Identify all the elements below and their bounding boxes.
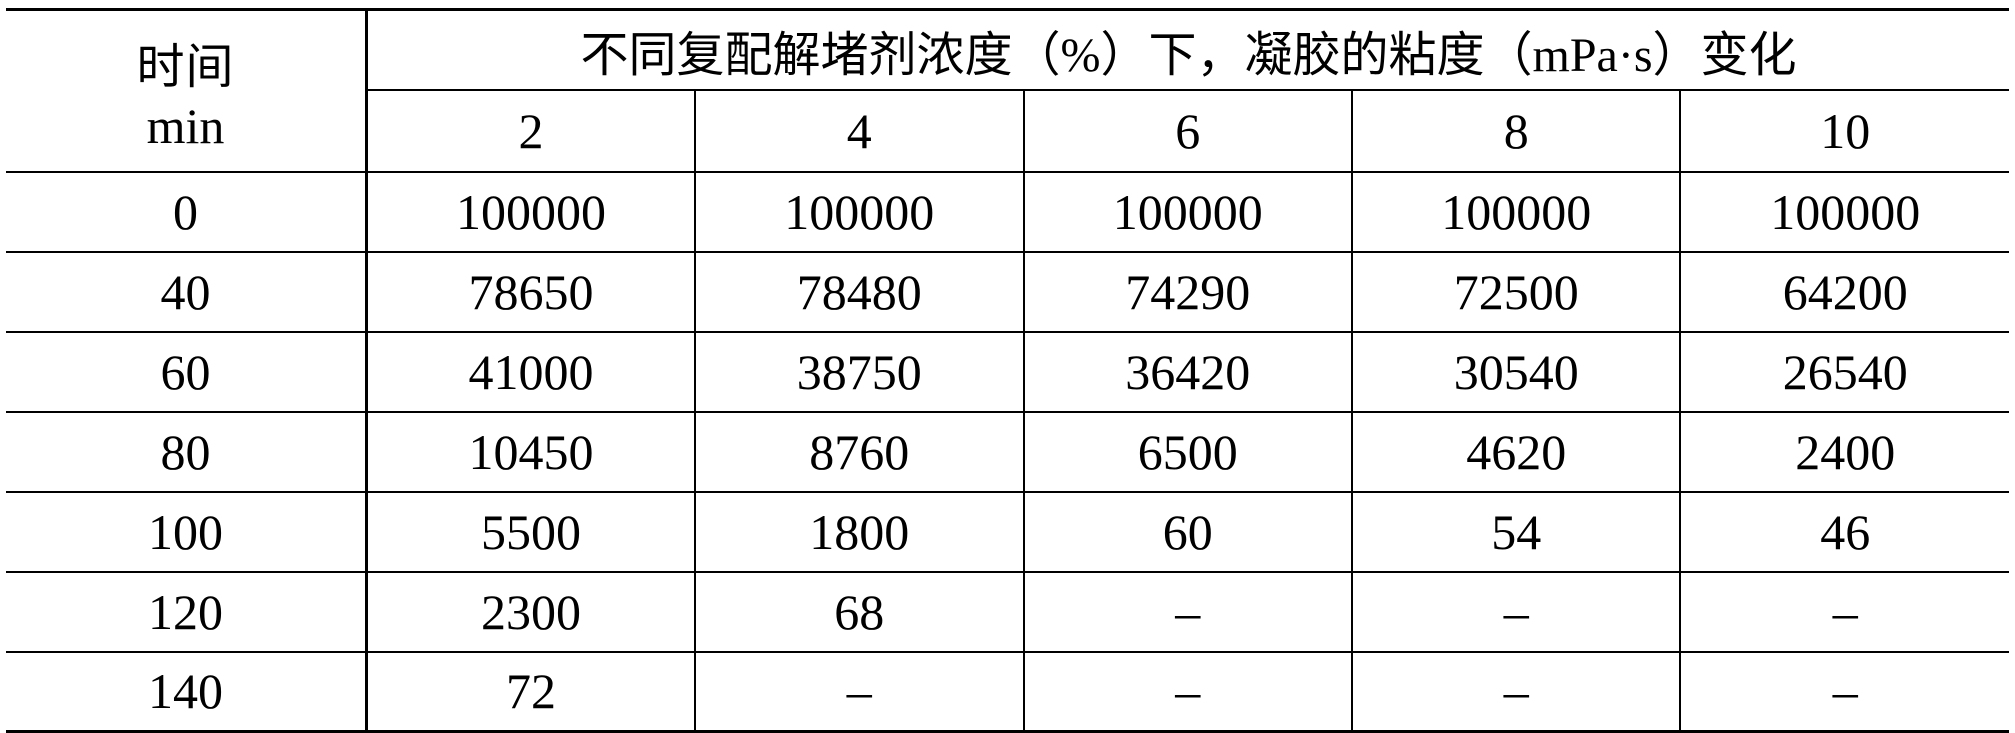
cell: – (1024, 652, 1352, 732)
cell: 64200 (1680, 252, 2009, 332)
cell: 78480 (695, 252, 1023, 332)
header-conc-8: 8 (1352, 90, 1680, 172)
table-row: 140 72 – – – – (6, 652, 2009, 732)
header-time-label2: min (6, 97, 365, 155)
header-conc-4: 4 (695, 90, 1023, 172)
cell: 60 (1024, 492, 1352, 572)
cell: 100000 (1680, 172, 2009, 252)
header-group: 不同复配解堵剂浓度（%）下，凝胶的粘度（mPa·s）变化 (367, 10, 2009, 90)
cell: – (695, 652, 1023, 732)
cell: 72 (367, 652, 695, 732)
cell: 74290 (1024, 252, 1352, 332)
cell: 72500 (1352, 252, 1680, 332)
header-time-label1: 时间 (6, 27, 365, 97)
cell: 36420 (1024, 332, 1352, 412)
cell: 6500 (1024, 412, 1352, 492)
cell: 26540 (1680, 332, 2009, 412)
cell-time: 140 (6, 652, 367, 732)
cell: 100000 (1352, 172, 1680, 252)
cell: 100000 (367, 172, 695, 252)
cell: 2300 (367, 572, 695, 652)
cell: 46 (1680, 492, 2009, 572)
cell: 10450 (367, 412, 695, 492)
cell: 38750 (695, 332, 1023, 412)
cell: 5500 (367, 492, 695, 572)
cell: 100000 (1024, 172, 1352, 252)
cell-time: 100 (6, 492, 367, 572)
cell-time: 40 (6, 252, 367, 332)
cell-time: 60 (6, 332, 367, 412)
table-row: 100 5500 1800 60 54 46 (6, 492, 2009, 572)
cell-time: 120 (6, 572, 367, 652)
cell: 100000 (695, 172, 1023, 252)
table-row: 40 78650 78480 74290 72500 64200 (6, 252, 2009, 332)
cell: 41000 (367, 332, 695, 412)
cell-time: 0 (6, 172, 367, 252)
cell: 78650 (367, 252, 695, 332)
cell: – (1352, 572, 1680, 652)
cell: 4620 (1352, 412, 1680, 492)
table-row: 80 10450 8760 6500 4620 2400 (6, 412, 2009, 492)
cell: – (1024, 572, 1352, 652)
cell: – (1680, 572, 2009, 652)
cell: 1800 (695, 492, 1023, 572)
cell: 8760 (695, 412, 1023, 492)
header-conc-2: 2 (367, 90, 695, 172)
header-time: 时间 min (6, 10, 367, 172)
cell: 68 (695, 572, 1023, 652)
header-conc-10: 10 (1680, 90, 2009, 172)
table-row: 60 41000 38750 36420 30540 26540 (6, 332, 2009, 412)
cell: – (1352, 652, 1680, 732)
table-row: 0 100000 100000 100000 100000 100000 (6, 172, 2009, 252)
cell: 2400 (1680, 412, 2009, 492)
header-conc-6: 6 (1024, 90, 1352, 172)
cell: 30540 (1352, 332, 1680, 412)
table-container: 时间 min 不同复配解堵剂浓度（%）下，凝胶的粘度（mPa·s）变化 2 4 … (0, 0, 2015, 730)
cell-time: 80 (6, 412, 367, 492)
cell: – (1680, 652, 2009, 732)
cell: 54 (1352, 492, 1680, 572)
table-row: 120 2300 68 – – – (6, 572, 2009, 652)
viscosity-table: 时间 min 不同复配解堵剂浓度（%）下，凝胶的粘度（mPa·s）变化 2 4 … (6, 8, 2009, 733)
